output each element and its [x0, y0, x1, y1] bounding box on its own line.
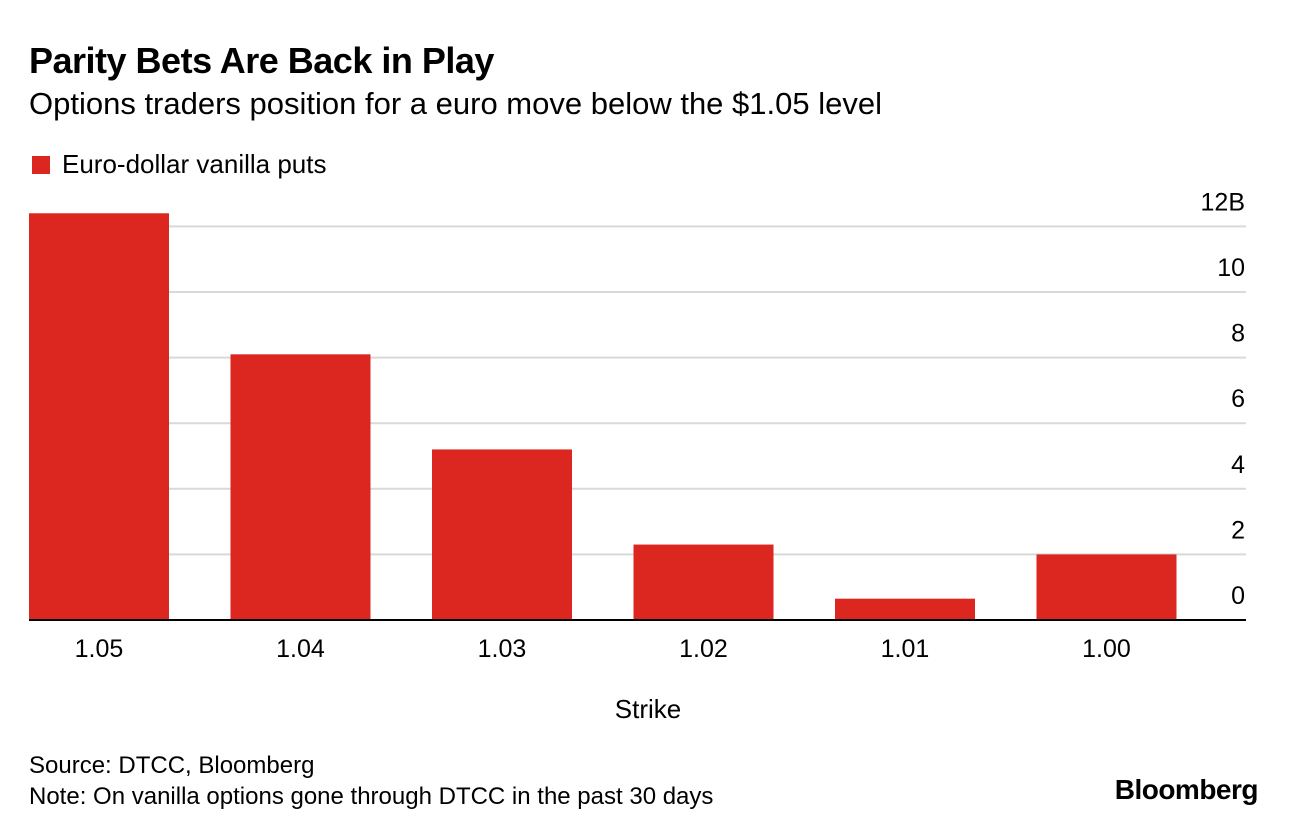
y-tick-label: 6 [1231, 385, 1245, 413]
chart-title: Parity Bets Are Back in Play [29, 40, 494, 81]
bar-1-04 [230, 354, 371, 620]
x-tick-label: 1.01 [881, 635, 930, 663]
legend: Euro-dollar vanilla puts [32, 149, 326, 180]
chart-subtitle: Options traders position for a euro move… [29, 86, 882, 121]
note-text: Note: On vanilla options gone through DT… [29, 783, 714, 810]
bar-1-03 [432, 449, 572, 620]
y-tick-label: 0 [1231, 582, 1245, 610]
gridlines [29, 225, 1246, 556]
bar-1-01 [835, 598, 975, 620]
bar-1-00 [1036, 554, 1177, 620]
y-tick-label: 4 [1231, 451, 1245, 479]
bloomberg-logo: Bloomberg [1114, 774, 1259, 805]
bars [29, 213, 1177, 620]
y-tick-label: 10 [1217, 254, 1245, 282]
y-tick-label: 2 [1231, 516, 1245, 544]
legend-label: Euro-dollar vanilla puts [62, 149, 327, 179]
source-text: Source: DTCC, Bloomberg [29, 752, 315, 779]
bar-1-02 [633, 544, 774, 620]
legend-swatch [32, 155, 50, 174]
y-tick-label: 8 [1231, 320, 1245, 348]
x-tick-label: 1.00 [1082, 635, 1131, 663]
x-axis-label: Strike [614, 694, 682, 724]
axes: 0 2 4 6 8 10 12B 1.05 1.04 1.03 1.02 1.01 1.00 [29, 188, 1246, 663]
bar-1-05 [29, 213, 169, 620]
x-tick-label: 1.03 [478, 635, 527, 663]
y-tick-label: 12B [1201, 188, 1245, 216]
x-tick-label: 1.02 [679, 635, 728, 663]
x-tick-label: 1.04 [276, 635, 325, 663]
x-tick-label: 1.05 [75, 635, 124, 663]
